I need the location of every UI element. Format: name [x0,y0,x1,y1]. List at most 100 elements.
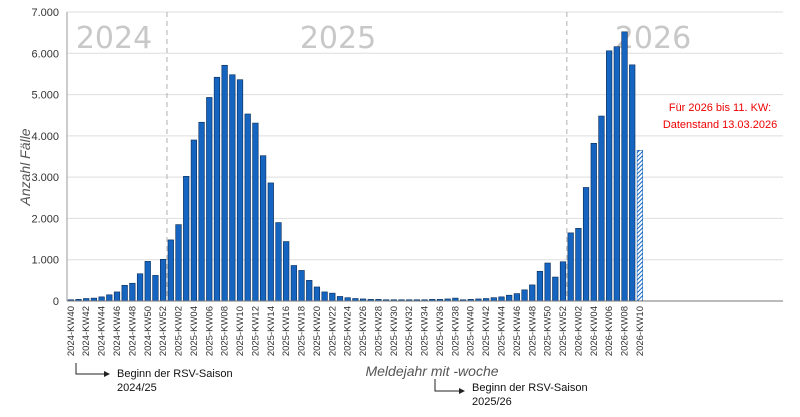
bar [321,291,328,302]
season-start-arrowhead-2024 [104,371,110,377]
bar [506,294,513,302]
bar [136,273,144,302]
y-axis-title: Anzahl Fälle [17,128,33,206]
bar [613,46,620,302]
x-tick-label: 2026-KW08 [620,306,631,356]
x-tick-label: 2024-KW50 [143,306,154,356]
x-tick-label: 2024-KW46 [112,306,123,356]
x-tick-label: 2025-KW38 [450,306,461,356]
season-start-arrowhead-2025 [459,388,465,394]
bar [129,282,136,302]
bar [629,64,636,302]
bar [267,182,274,302]
x-tick-label: 2025-KW26 [358,306,369,356]
bar [152,275,159,302]
bar [313,286,321,302]
bar [298,270,305,302]
bar [521,289,528,302]
bar [98,296,105,302]
x-tick-labels: 2024-KW40 2024-KW42 2024-KW44 2024-KW46 2024… [66,306,646,356]
y-tick-label: 1.000 [31,255,59,267]
bar [144,261,151,302]
season-start-label-2025: Beginn der RSV-Saison [472,382,588,394]
bar [306,280,313,302]
bar [252,122,259,302]
season-start-arrow-2024 [75,363,104,375]
x-tick-label: 2025-KW32 [404,306,415,356]
bar [529,284,536,302]
x-tick-label: 2025-KW50 [543,306,554,356]
bar [229,74,236,302]
bar [121,285,128,302]
bar [113,291,121,302]
x-tick-label: 2025-KW48 [527,306,538,356]
bar [167,239,174,302]
x-tick-label: 2025-KW42 [481,306,492,356]
x-tick-label: 2024-KW42 [81,306,92,356]
data-note-line-2: Datenstand 13.03.2026 [663,119,777,131]
year-label-2024: 2024 [76,21,152,56]
bar [329,292,336,302]
bar [160,258,167,302]
data-note-line-1: Für 2026 bis 11. KW: [669,102,771,114]
x-tick-label: 2024-KW52 [158,306,169,356]
x-tick-label: 2026-KW06 [604,306,615,356]
bar [236,79,244,302]
bar [290,265,297,302]
bar [244,113,251,302]
y-tick-label: 6.000 [31,48,59,60]
x-tick-label: 2025-KW24 [343,306,354,356]
x-tick-label: 2025-KW22 [327,306,338,356]
bar [544,262,551,302]
season-start-label-2025-year: 2025/26 [472,396,512,408]
x-tick-label: 2025-KW18 [297,306,308,356]
bar [513,293,520,302]
season-start-marker-2024: Beginn der RSV-Saison 2024/25 [75,363,233,394]
y-tick-label: 5.000 [31,90,59,102]
x-tick-label: 2025-KW52 [558,306,569,356]
bar [590,142,597,302]
x-tick-label: 2024-KW44 [97,306,108,356]
x-tick-label: 2025-KW08 [220,306,231,356]
x-tick-label: 2025-KW20 [312,306,323,356]
bar [336,296,344,302]
bar-provisional [636,150,644,302]
x-tick-label: 2025-KW40 [466,306,477,356]
bar [498,296,505,302]
x-tick-label: 2025-KW30 [389,306,400,356]
x-tick-label: 2026-KW02 [573,306,584,356]
bar [259,155,267,302]
bar [183,176,190,302]
y-tick-label: 2.000 [31,213,59,225]
bar [536,270,544,302]
x-tick-label: 2025-KW44 [496,306,507,356]
bar [190,139,197,302]
x-tick-label: 2025-KW06 [204,306,215,356]
bar [175,224,182,302]
x-tick-label: 2025-KW04 [189,306,200,356]
x-tick-label: 2026-KW04 [589,306,600,356]
y-tick-label: 0 [53,296,59,308]
y-tick-labels: 0 1.000 2.000 3.000 4.000 5.000 6.000 7.000 [31,7,59,308]
x-tick-label: 2025-KW36 [435,306,446,356]
y-tick-label: 3.000 [31,172,59,184]
x-tick-label: 2025-KW34 [420,306,431,356]
y-tick-label: 4.000 [31,131,59,143]
bar [567,232,574,302]
bar [198,121,205,302]
x-tick-label: 2025-KW28 [373,306,384,356]
x-tick-label: 2025-KW10 [235,306,246,356]
x-tick-label: 2026-KW10 [635,306,646,356]
x-axis-title: Meldejahr mit -woche [365,363,498,379]
bar [606,50,613,302]
bar [552,276,559,302]
bar [582,187,590,302]
axes [66,12,783,302]
x-tick-label: 2025-KW12 [250,306,261,356]
season-dividers [166,12,568,301]
year-labels: 2024 2025 2026 [76,21,691,56]
bar [275,222,282,302]
bar [206,97,213,302]
bar [221,64,228,302]
